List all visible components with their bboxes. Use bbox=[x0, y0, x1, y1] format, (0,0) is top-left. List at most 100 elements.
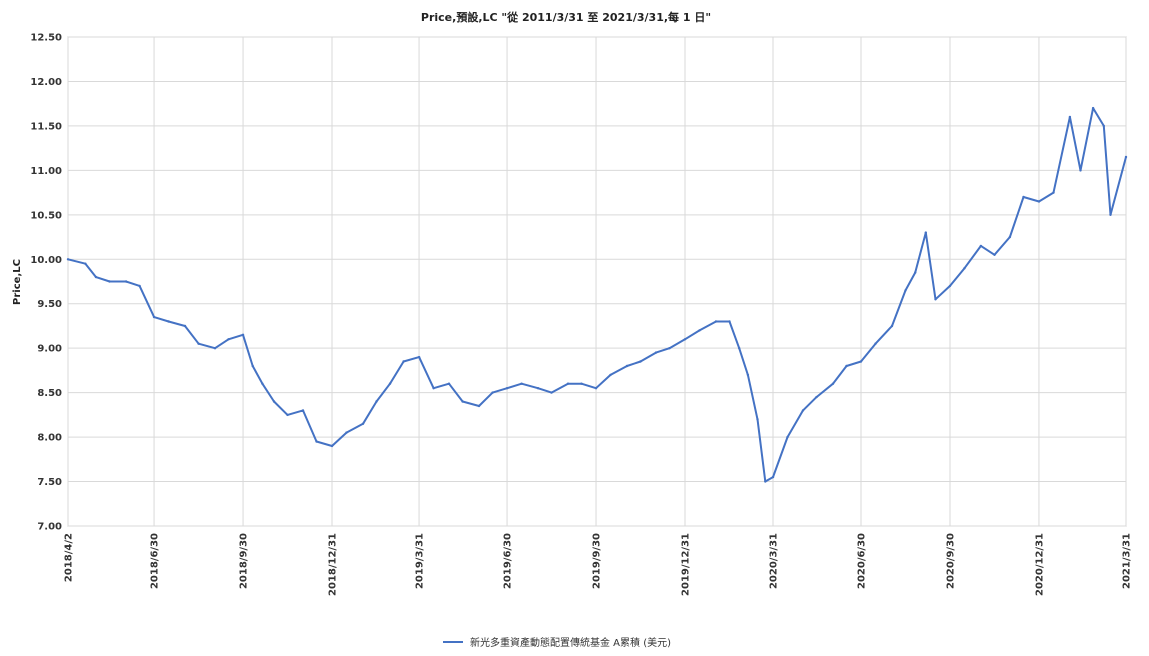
x-tick-label: 2018/9/30 bbox=[239, 533, 250, 589]
data-point bbox=[301, 409, 305, 412]
data-point bbox=[979, 244, 983, 248]
data-point bbox=[213, 347, 217, 350]
data-point bbox=[227, 338, 230, 341]
x-tick-label: 2018/12/31 bbox=[328, 533, 339, 596]
data-point bbox=[594, 387, 598, 390]
data-point bbox=[764, 480, 767, 483]
data-point bbox=[375, 400, 378, 403]
data-point bbox=[738, 347, 741, 350]
data-point bbox=[152, 315, 156, 319]
data-point bbox=[1068, 115, 1072, 119]
plot-area bbox=[67, 36, 1127, 527]
data-point bbox=[948, 284, 952, 288]
data-point bbox=[417, 355, 421, 359]
data-point bbox=[714, 320, 718, 323]
x-tick-label: 2020/6/30 bbox=[857, 533, 868, 589]
data-point bbox=[167, 320, 170, 323]
data-point bbox=[94, 275, 98, 279]
data-point bbox=[138, 284, 141, 288]
data-point bbox=[993, 253, 996, 256]
grid-lines bbox=[67, 36, 1127, 527]
data-point bbox=[1091, 106, 1095, 110]
data-point bbox=[831, 382, 835, 385]
data-point bbox=[654, 351, 658, 354]
data-point bbox=[756, 418, 759, 421]
data-point bbox=[1124, 155, 1128, 159]
data-point bbox=[668, 347, 671, 350]
data-point bbox=[786, 435, 789, 439]
data-point bbox=[432, 387, 435, 390]
data-point bbox=[609, 373, 612, 377]
data-point bbox=[447, 382, 451, 385]
data-point bbox=[914, 271, 917, 274]
data-point bbox=[183, 324, 187, 328]
y-axis-ticks: 7.00 7.50 8.00 8.50 9.00 9.50 10.00 10.50 11.00 1… bbox=[30, 33, 62, 533]
data-point bbox=[845, 364, 848, 368]
data-point bbox=[890, 324, 894, 328]
chart-title: Price,預設,LC "從 2011/3/31 至 2021/3/31,每 1… bbox=[421, 10, 711, 24]
data-point bbox=[461, 400, 464, 403]
data-point bbox=[639, 360, 642, 363]
data-point bbox=[683, 338, 687, 341]
x-tick-label: 2020/12/31 bbox=[1034, 533, 1045, 596]
legend: 新光多重資產動態配置傳統基金 A累積 (美元) bbox=[443, 636, 671, 649]
data-point bbox=[388, 382, 392, 385]
series-layer bbox=[66, 106, 1128, 483]
x-tick-label: 2019/9/30 bbox=[592, 533, 603, 589]
data-point bbox=[84, 262, 87, 265]
data-point bbox=[1079, 169, 1082, 172]
data-point bbox=[1008, 235, 1012, 239]
data-point bbox=[251, 364, 254, 368]
y-tick-label: 9.00 bbox=[37, 344, 62, 355]
data-point bbox=[261, 382, 264, 385]
legend-label: 新光多重資產動態配置傳統基金 A累積 (美元) bbox=[470, 636, 671, 649]
y-tick-label: 7.50 bbox=[37, 477, 62, 488]
data-point bbox=[241, 333, 245, 336]
data-point bbox=[746, 373, 750, 377]
data-point bbox=[477, 404, 481, 408]
y-tick-label: 10.50 bbox=[30, 210, 62, 221]
y-tick-label: 8.50 bbox=[37, 388, 62, 399]
data-point bbox=[580, 382, 583, 385]
data-point bbox=[904, 289, 907, 292]
data-point bbox=[859, 360, 863, 363]
y-tick-label: 7.00 bbox=[37, 522, 62, 533]
data-point bbox=[924, 231, 927, 234]
x-axis-ticks: 2018/4/2 2018/6/30 2018/9/30 2018/12/31 2019… bbox=[64, 533, 1133, 596]
data-point bbox=[272, 400, 276, 403]
data-point bbox=[315, 440, 318, 443]
data-point bbox=[815, 395, 818, 399]
y-tick-label: 10.00 bbox=[30, 255, 62, 266]
data-point bbox=[536, 387, 540, 390]
x-tick-label: 2020/3/31 bbox=[769, 533, 780, 589]
data-point bbox=[625, 364, 629, 368]
y-axis-label: Price,LC bbox=[12, 259, 23, 305]
x-tick-label: 2018/4/2 bbox=[64, 533, 75, 582]
x-tick-label: 2019/3/31 bbox=[415, 533, 426, 589]
data-point bbox=[286, 413, 289, 417]
y-tick-label: 8.00 bbox=[37, 433, 62, 444]
series-points bbox=[66, 106, 1128, 483]
data-point bbox=[771, 475, 775, 479]
x-tick-label: 2019/6/30 bbox=[503, 533, 514, 589]
data-point bbox=[520, 382, 523, 385]
x-tick-label: 2020/9/30 bbox=[945, 533, 956, 589]
data-point bbox=[345, 431, 348, 434]
y-tick-label: 11.00 bbox=[30, 166, 62, 177]
data-point bbox=[1109, 213, 1112, 216]
x-tick-label: 2018/6/30 bbox=[150, 533, 161, 589]
data-point bbox=[1052, 191, 1055, 194]
y-tick-label: 11.50 bbox=[30, 121, 62, 132]
data-point bbox=[505, 387, 509, 390]
data-point bbox=[108, 280, 111, 283]
data-point bbox=[1037, 200, 1041, 203]
series-line bbox=[67, 107, 1127, 483]
data-point bbox=[330, 444, 334, 448]
y-tick-label: 12.00 bbox=[30, 77, 62, 88]
data-point bbox=[550, 391, 553, 394]
data-point bbox=[874, 342, 877, 345]
x-tick-label: 2021/3/31 bbox=[1122, 533, 1133, 589]
data-point bbox=[728, 320, 731, 323]
data-point bbox=[963, 267, 966, 270]
